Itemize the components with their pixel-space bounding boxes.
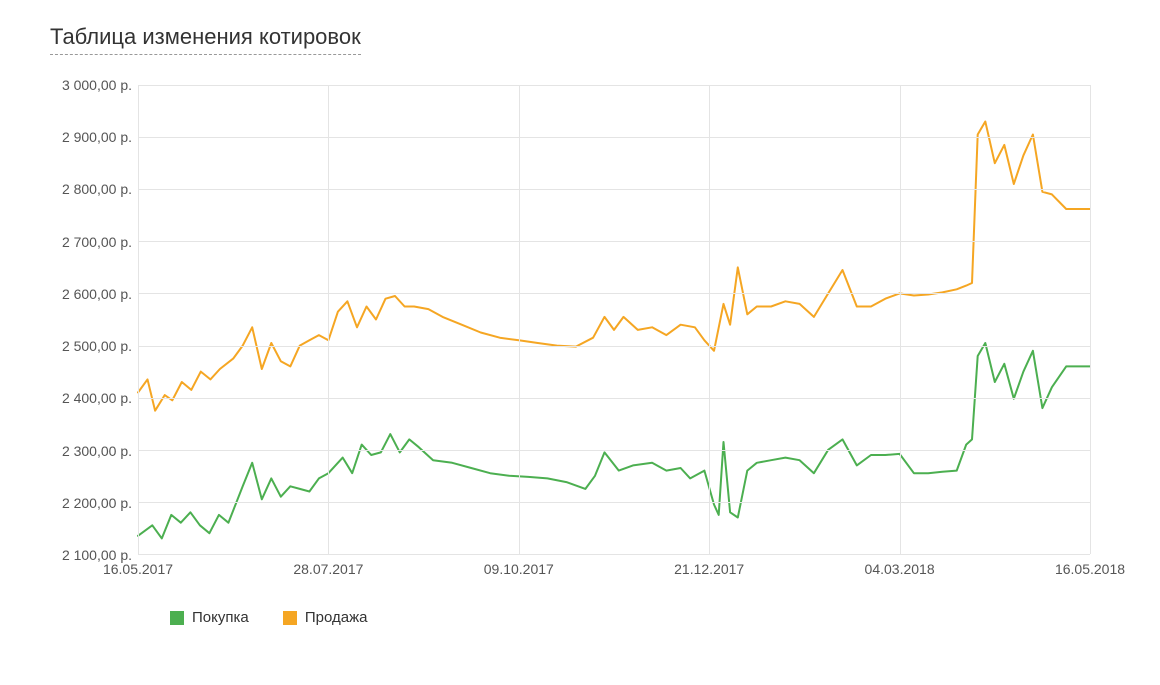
grid-line-horizontal: [138, 189, 1090, 190]
x-axis-label: 16.05.2017: [103, 561, 173, 577]
y-axis-label: 2 300,00 р.: [62, 443, 132, 459]
y-axis-label: 2 900,00 р.: [62, 129, 132, 145]
grid-line-horizontal: [138, 241, 1090, 242]
legend-swatch-buy: [170, 611, 184, 625]
legend-item-buy: Покупка: [170, 609, 249, 626]
y-axis: 2 100,00 р.2 200,00 р.2 300,00 р.2 400,0…: [50, 85, 138, 555]
grid-line-horizontal: [138, 450, 1090, 451]
y-axis-label: 2 500,00 р.: [62, 338, 132, 354]
grid-line-vertical: [709, 85, 710, 554]
grid-line-vertical: [138, 85, 139, 554]
chart-area: 2 100,00 р.2 200,00 р.2 300,00 р.2 400,0…: [50, 85, 1110, 595]
y-axis-label: 2 800,00 р.: [62, 181, 132, 197]
x-axis: 16.05.201728.07.201709.10.201721.12.2017…: [138, 555, 1090, 595]
grid-line-vertical: [900, 85, 901, 554]
grid-line-vertical: [519, 85, 520, 554]
series-line-Покупка: [138, 343, 1090, 538]
x-axis-label: 04.03.2018: [865, 561, 935, 577]
x-axis-label: 16.05.2018: [1055, 561, 1125, 577]
grid-line-horizontal: [138, 398, 1090, 399]
plot-region: [138, 85, 1090, 555]
quote-change-chart: { "title": "Таблица изменения котировок"…: [0, 0, 1160, 685]
grid-line-vertical: [1090, 85, 1091, 554]
y-axis-label: 2 400,00 р.: [62, 390, 132, 406]
grid-line-horizontal: [138, 502, 1090, 503]
grid-line-horizontal: [138, 137, 1090, 138]
line-chart-svg: [138, 85, 1090, 554]
y-axis-label: 3 000,00 р.: [62, 77, 132, 93]
grid-line-horizontal: [138, 346, 1090, 347]
grid-line-vertical: [328, 85, 329, 554]
legend-label-sell: Продажа: [305, 609, 368, 626]
legend-item-sell: Продажа: [283, 609, 368, 626]
legend: Покупка Продажа: [50, 609, 1110, 629]
chart-title: Таблица изменения котировок: [50, 24, 361, 55]
y-axis-label: 2 700,00 р.: [62, 234, 132, 250]
y-axis-label: 2 200,00 р.: [62, 495, 132, 511]
legend-swatch-sell: [283, 611, 297, 625]
grid-line-horizontal: [138, 293, 1090, 294]
y-axis-label: 2 600,00 р.: [62, 286, 132, 302]
series-line-Продажа: [138, 122, 1090, 411]
grid-line-horizontal: [138, 85, 1090, 86]
x-axis-label: 28.07.2017: [293, 561, 363, 577]
x-axis-label: 09.10.2017: [484, 561, 554, 577]
x-axis-label: 21.12.2017: [674, 561, 744, 577]
legend-label-buy: Покупка: [192, 609, 249, 626]
